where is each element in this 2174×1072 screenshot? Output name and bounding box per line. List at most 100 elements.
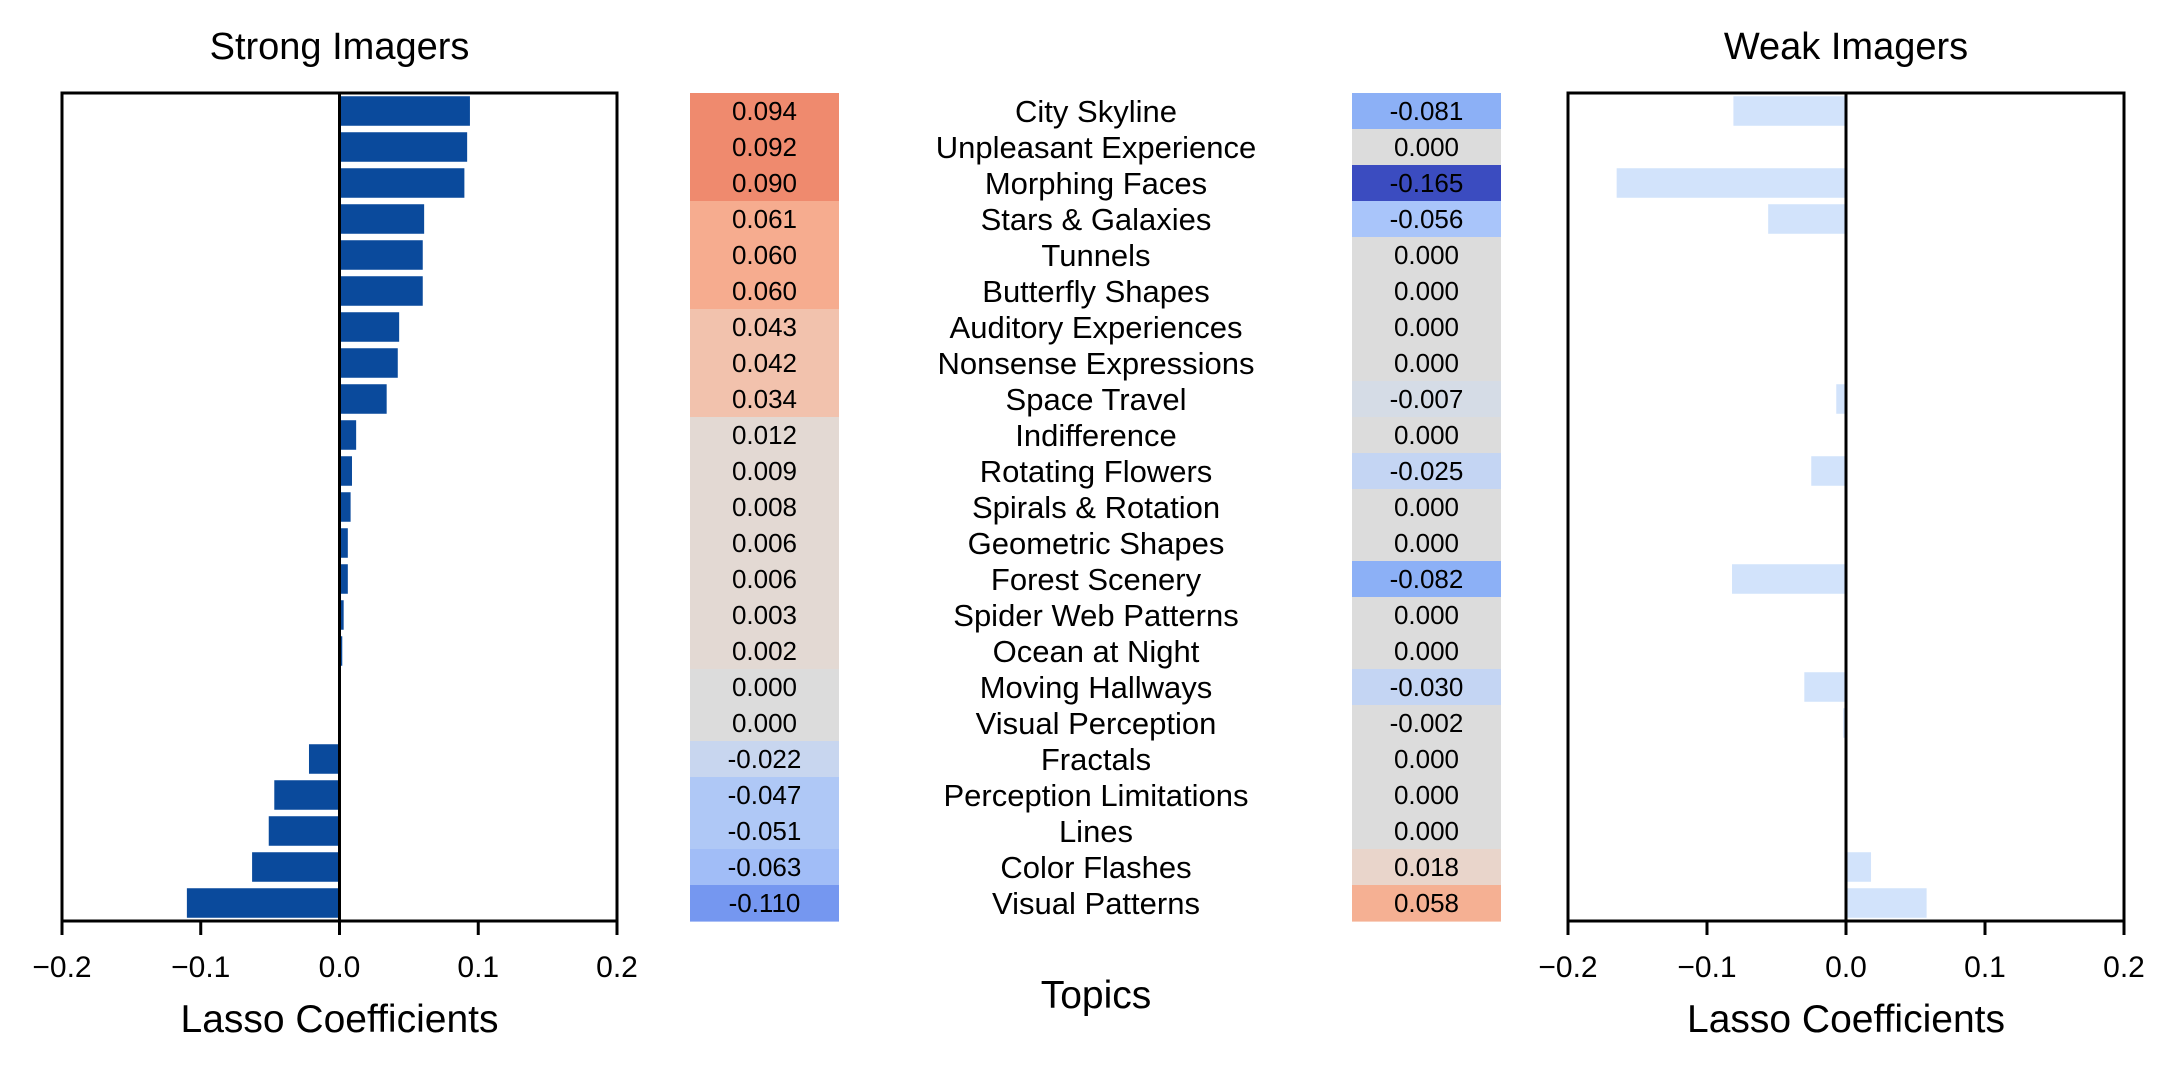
heat-value-w-21: 0.018 xyxy=(1394,852,1459,882)
heat-value-s-14: 0.003 xyxy=(732,600,797,630)
heat-cell-w-2 xyxy=(1352,165,1501,202)
heat-value-s-19: -0.047 xyxy=(728,780,802,810)
heat-cell-s-10 xyxy=(690,453,839,490)
topic-label-21: Color Flashes xyxy=(1000,850,1191,885)
bar-w-16 xyxy=(1804,672,1846,702)
heat-cell-s-19 xyxy=(690,777,839,814)
heat-value-w-5: 0.000 xyxy=(1394,276,1459,306)
x-axis-label-w: Lasso Coefficients xyxy=(1687,998,2005,1041)
heat-value-s-5: 0.060 xyxy=(732,276,797,306)
heat-cell-w-20 xyxy=(1352,813,1501,850)
bar-s-2 xyxy=(339,168,465,198)
bar-w-13 xyxy=(1732,564,1846,594)
heat-cell-w-19 xyxy=(1352,777,1501,814)
heat-cell-w-5 xyxy=(1352,273,1501,310)
heat-cell-w-1 xyxy=(1352,129,1501,166)
heat-cell-w-3 xyxy=(1352,201,1501,238)
heat-cell-w-4 xyxy=(1352,237,1501,274)
heat-cell-s-6 xyxy=(690,309,839,346)
bar-s-14 xyxy=(339,600,344,630)
heat-cell-s-1 xyxy=(690,129,839,166)
heat-cell-w-8 xyxy=(1352,381,1501,418)
heat-cell-w-10 xyxy=(1352,453,1501,490)
x-tick-label-w-2: 0.0 xyxy=(1825,951,1867,984)
topic-label-7: Nonsense Expressions xyxy=(937,346,1254,381)
heat-cell-w-12 xyxy=(1352,525,1501,562)
heat-cell-s-22 xyxy=(690,885,839,922)
heat-value-s-10: 0.009 xyxy=(732,456,797,486)
heat-value-s-6: 0.043 xyxy=(732,312,797,342)
heat-cell-s-14 xyxy=(690,597,839,634)
topic-label-9: Indifference xyxy=(1015,418,1176,453)
topic-label-1: Unpleasant Experience xyxy=(936,130,1257,165)
topic-label-11: Spirals & Rotation xyxy=(972,490,1220,525)
x-axis-label-s: Lasso Coefficients xyxy=(181,998,499,1041)
topic-label-15: Ocean at Night xyxy=(993,634,1200,669)
topic-label-0: City Skyline xyxy=(1015,94,1177,129)
bar-s-9 xyxy=(339,420,357,450)
heat-value-w-11: 0.000 xyxy=(1394,492,1459,522)
heat-cell-s-12 xyxy=(690,525,839,562)
x-tick-label-w-0: −0.2 xyxy=(1538,951,1597,984)
heat-cell-w-6 xyxy=(1352,309,1501,346)
heat-value-s-16: 0.000 xyxy=(732,672,797,702)
heat-value-w-1: 0.000 xyxy=(1394,132,1459,162)
topic-label-4: Tunnels xyxy=(1041,238,1150,273)
heat-cell-s-5 xyxy=(690,273,839,310)
bar-s-8 xyxy=(339,384,387,414)
heat-value-s-17: 0.000 xyxy=(732,708,797,738)
heat-value-w-9: 0.000 xyxy=(1394,420,1459,450)
heat-value-w-15: 0.000 xyxy=(1394,636,1459,666)
panel-title-w: Weak Imagers xyxy=(1724,26,1968,68)
heat-value-w-4: 0.000 xyxy=(1394,240,1459,270)
heat-value-s-1: 0.092 xyxy=(732,132,797,162)
topic-label-12: Geometric Shapes xyxy=(968,526,1225,561)
topic-label-14: Spider Web Patterns xyxy=(953,598,1238,633)
x-tick-label-s-2: 0.0 xyxy=(319,951,361,984)
topic-label-2: Morphing Faces xyxy=(985,166,1207,201)
heat-value-s-20: -0.051 xyxy=(728,816,802,846)
heat-value-s-12: 0.006 xyxy=(732,528,797,558)
heat-value-s-0: 0.094 xyxy=(732,96,797,126)
bar-s-10 xyxy=(339,456,352,486)
heat-cell-w-15 xyxy=(1352,633,1501,670)
heat-value-s-18: -0.022 xyxy=(728,744,802,774)
bar-s-5 xyxy=(339,276,423,306)
x-tick-label-s-3: 0.1 xyxy=(457,951,499,984)
heat-value-s-2: 0.090 xyxy=(732,168,797,198)
heat-value-w-6: 0.000 xyxy=(1394,312,1459,342)
topic-label-19: Perception Limitations xyxy=(944,778,1249,813)
heat-cell-w-9 xyxy=(1352,417,1501,454)
heat-cell-w-7 xyxy=(1352,345,1501,382)
bar-s-18 xyxy=(308,744,340,774)
heat-cell-w-14 xyxy=(1352,597,1501,634)
heat-cell-s-18 xyxy=(690,741,839,778)
heat-value-s-13: 0.006 xyxy=(732,564,797,594)
heat-value-s-21: -0.063 xyxy=(728,852,802,882)
bar-s-12 xyxy=(339,528,348,558)
topic-label-10: Rotating Flowers xyxy=(980,454,1213,489)
bar-s-13 xyxy=(339,564,348,594)
heat-value-w-18: 0.000 xyxy=(1394,744,1459,774)
bar-w-22 xyxy=(1846,888,1927,918)
heat-value-s-7: 0.042 xyxy=(732,348,797,378)
heat-cell-w-16 xyxy=(1352,669,1501,706)
heat-value-w-2: -0.165 xyxy=(1390,168,1464,198)
topic-label-20: Lines xyxy=(1059,814,1133,849)
bar-s-11 xyxy=(339,492,351,522)
heat-cell-s-16 xyxy=(690,669,839,706)
bar-s-19 xyxy=(274,780,340,810)
heat-value-w-8: -0.007 xyxy=(1390,384,1464,414)
heat-value-w-10: -0.025 xyxy=(1390,456,1464,486)
topic-label-6: Auditory Experiences xyxy=(950,310,1243,345)
bar-s-7 xyxy=(339,348,398,378)
topic-label-3: Stars & Galaxies xyxy=(981,202,1212,237)
heat-value-w-13: -0.082 xyxy=(1390,564,1464,594)
topic-label-22: Visual Patterns xyxy=(992,886,1200,921)
heat-value-w-16: -0.030 xyxy=(1390,672,1464,702)
bar-w-3 xyxy=(1768,204,1846,234)
heat-value-s-8: 0.034 xyxy=(732,384,797,414)
heat-value-s-15: 0.002 xyxy=(732,636,797,666)
category-axis-label: Topics xyxy=(1041,974,1152,1017)
panel-title-s: Strong Imagers xyxy=(210,26,470,68)
